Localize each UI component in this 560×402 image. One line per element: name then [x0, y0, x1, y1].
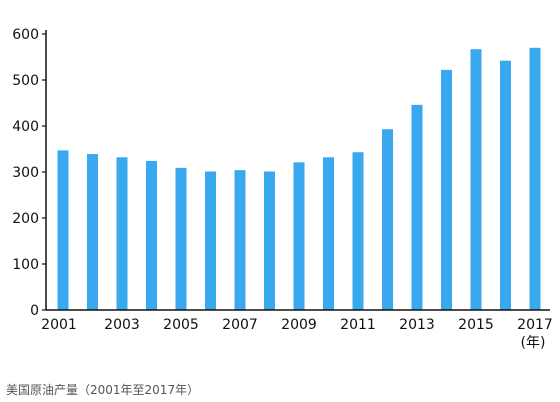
bar-2015 — [470, 49, 482, 311]
bar-2011 — [352, 152, 364, 310]
x-tick-label: 2005 — [163, 317, 199, 333]
bar-2014 — [441, 69, 452, 310]
bar-2009 — [293, 162, 305, 310]
bar-2001 — [57, 150, 69, 310]
bar-2006 — [205, 171, 216, 310]
bar-chart: 0 100 200 300 400 500 600 2001 2003 2005 2007 2009… — [12, 27, 553, 351]
chart-caption: 美国原油产量（2001年至2017年） — [6, 383, 200, 397]
x-tick-label: 2013 — [399, 317, 435, 333]
bar-2016 — [500, 60, 511, 311]
y-axis: 0 100 200 300 400 500 600 — [12, 27, 47, 319]
bar-2010 — [323, 157, 334, 310]
x-tick-label: 2015 — [458, 317, 494, 333]
y-tick-label: 600 — [12, 27, 39, 43]
bar-2004 — [146, 160, 157, 310]
x-tick-label: 2003 — [104, 317, 140, 333]
y-tick-label: 100 — [12, 257, 39, 273]
bar-2013 — [411, 104, 423, 310]
bar-2003 — [116, 157, 128, 310]
bars — [57, 47, 541, 311]
x-tick-label: 2007 — [222, 317, 258, 333]
x-axis: 2001 2003 2005 2007 2009 2011 2013 2015 2017 (年) — [41, 309, 553, 351]
y-tick-label: 200 — [12, 211, 39, 227]
x-unit-label: (年) — [521, 335, 546, 351]
bar-2002 — [87, 154, 98, 310]
bar-2005 — [175, 167, 187, 310]
x-tick-label: 2009 — [281, 317, 317, 333]
bar-2008 — [264, 171, 275, 310]
x-tick-label: 2017 — [517, 317, 553, 333]
x-tick-label: 2001 — [41, 317, 77, 333]
bar-2017 — [529, 47, 541, 311]
bar-2012 — [382, 129, 393, 310]
y-tick-label: 0 — [30, 303, 39, 319]
y-tick-label: 500 — [12, 73, 39, 89]
bar-2007 — [234, 170, 246, 310]
x-tick-label: 2011 — [340, 317, 376, 333]
y-tick-label: 300 — [12, 165, 39, 181]
y-tick-label: 400 — [12, 119, 39, 135]
